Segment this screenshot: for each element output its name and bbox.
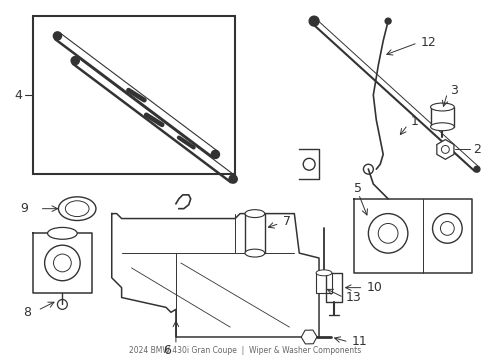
Circle shape [385, 18, 391, 24]
Bar [33, 16, 235, 174]
Circle shape [71, 57, 79, 64]
Circle shape [53, 32, 61, 40]
Text: 4: 4 [14, 89, 22, 102]
Ellipse shape [58, 197, 96, 221]
Ellipse shape [48, 228, 77, 239]
Text: 5: 5 [354, 183, 362, 195]
Text: 13: 13 [345, 291, 362, 304]
Text: 10: 10 [367, 281, 382, 294]
Ellipse shape [431, 123, 454, 131]
Text: 6: 6 [163, 344, 171, 357]
Text: 1: 1 [411, 115, 418, 128]
Text: 7: 7 [283, 215, 291, 228]
Ellipse shape [245, 249, 265, 257]
Circle shape [212, 150, 220, 158]
Text: 11: 11 [352, 336, 368, 348]
Text: 8: 8 [23, 306, 31, 319]
Bar [431, 107, 454, 127]
Bar [316, 273, 332, 293]
Ellipse shape [316, 270, 332, 276]
Text: 9: 9 [20, 202, 28, 215]
Circle shape [309, 16, 319, 26]
Text: 2024 BMW 430i Gran Coupe  |  Wiper & Washer Components: 2024 BMW 430i Gran Coupe | Wiper & Washe… [129, 346, 361, 355]
Ellipse shape [65, 201, 89, 217]
Ellipse shape [245, 210, 265, 217]
Text: 12: 12 [421, 36, 437, 49]
Text: 2: 2 [473, 143, 481, 156]
Circle shape [229, 175, 237, 183]
Text: 3: 3 [450, 84, 458, 97]
Circle shape [474, 166, 480, 172]
Ellipse shape [431, 103, 454, 111]
